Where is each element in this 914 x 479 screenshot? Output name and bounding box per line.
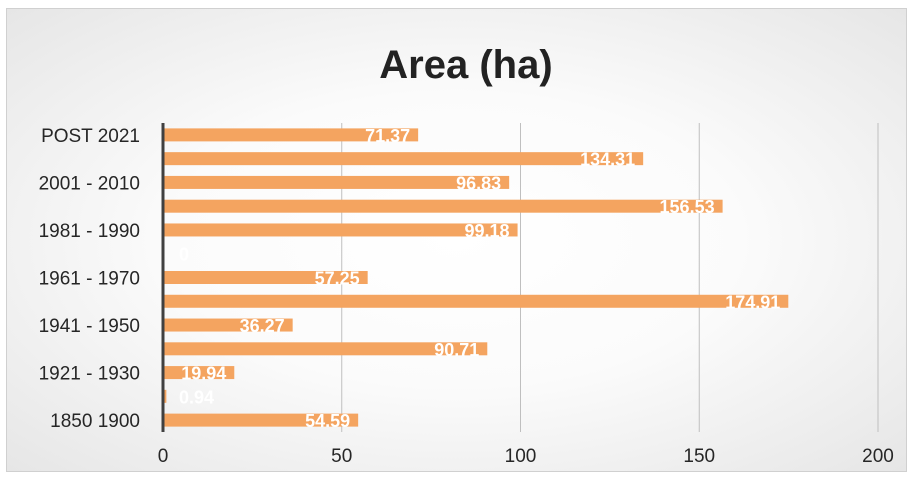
data-label: 36.27 [240,316,285,336]
category-label: 1921 - 1930 [39,364,140,385]
bar [163,128,419,142]
data-label: 174.91 [725,292,780,312]
data-label: 96.83 [456,173,501,193]
bar [163,342,488,356]
bar [163,413,359,427]
category-label: 1941 - 1950 [39,316,140,337]
data-label: 156.53 [660,197,715,217]
x-tick-label: 200 [862,446,894,467]
chart-title: Area (ha) [379,43,552,87]
bar [163,294,789,308]
data-label: 90.71 [434,340,479,360]
bar [163,175,510,189]
bar [163,271,368,284]
category-label: 1981 - 1990 [39,221,140,242]
category-label: 1850 1900 [50,411,140,432]
data-label: 54.59 [305,411,350,431]
data-label: 71.37 [365,126,410,146]
category-label: 1961 - 1970 [39,269,140,290]
bars [163,128,789,427]
x-tick-label: 150 [683,446,715,467]
bar [163,152,644,166]
x-tick-label: 0 [158,446,169,467]
bar [163,318,293,332]
x-tick-label: 50 [331,446,352,467]
category-labels: 1850 1900 1921 - 1930 1941 - 1950 1961 - 19… [39,126,140,432]
data-label: 0.94 [179,387,214,407]
bar [163,223,518,237]
bar [163,199,723,213]
chart-frame [6,8,907,472]
x-tick-labels: 0 50 100 150 200 [158,446,894,467]
data-label: 57.25 [315,269,360,289]
bar [163,389,167,403]
data-label: 0 [179,245,189,265]
category-label: 2001 - 2010 [39,173,140,194]
category-label: POST 2021 [41,126,140,147]
x-tick-label: 100 [505,446,537,467]
data-label: 19.94 [181,364,226,384]
bar [163,366,235,380]
data-label: 134.31 [580,150,635,170]
data-labels: 54.59 0.94 19.94 90.71 36.27 174.91 57.25 0 99.1… [179,126,780,431]
data-label: 99.18 [465,221,510,241]
